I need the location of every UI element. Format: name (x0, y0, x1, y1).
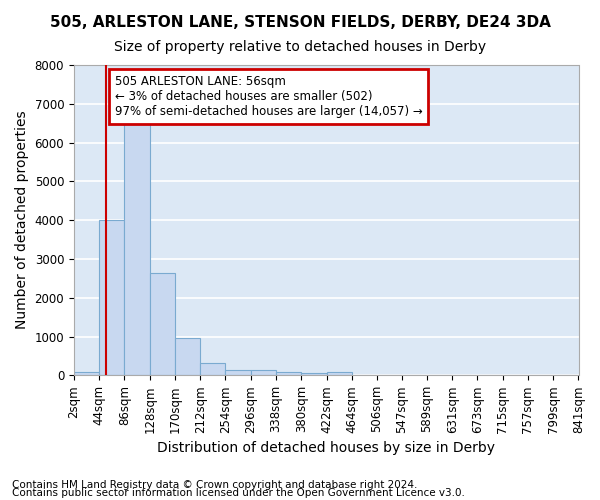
Bar (326, 372, 352, 376)
Bar (175, 338, 200, 376)
Bar (301, 372, 326, 376)
Bar (200, 362, 226, 376)
Bar (149, 274, 175, 376)
Text: Contains HM Land Registry data © Crown copyright and database right 2024.: Contains HM Land Registry data © Crown c… (12, 480, 418, 490)
Bar (74, 372, 99, 376)
Bar (124, 120, 149, 376)
X-axis label: Distribution of detached houses by size in Derby: Distribution of detached houses by size … (157, 441, 495, 455)
Text: 505 ARLESTON LANE: 56sqm
← 3% of detached houses are smaller (502)
97% of semi-d: 505 ARLESTON LANE: 56sqm ← 3% of detache… (115, 74, 422, 118)
Text: 505, ARLESTON LANE, STENSON FIELDS, DERBY, DE24 3DA: 505, ARLESTON LANE, STENSON FIELDS, DERB… (50, 15, 550, 30)
Y-axis label: Number of detached properties: Number of detached properties (15, 111, 29, 330)
Bar (226, 370, 251, 376)
Bar (251, 370, 276, 376)
Bar (276, 372, 301, 376)
Text: Size of property relative to detached houses in Derby: Size of property relative to detached ho… (114, 40, 486, 54)
Text: Contains public sector information licensed under the Open Government Licence v3: Contains public sector information licen… (12, 488, 465, 498)
Bar (99, 220, 124, 376)
